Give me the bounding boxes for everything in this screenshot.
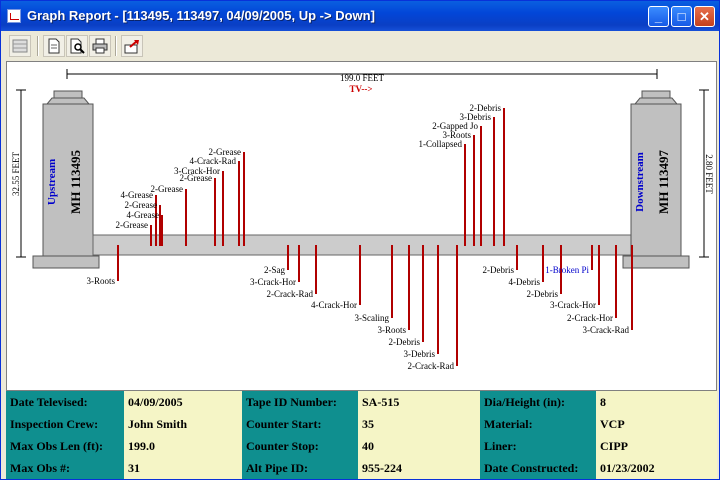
observation-label: 3-Roots xyxy=(86,276,115,286)
toolbar-separator xyxy=(37,36,39,56)
observation-label: 2-Grease xyxy=(151,184,183,194)
upstream-word: Upstream xyxy=(46,159,58,205)
observation-label: 4-Crack-Hor xyxy=(311,300,357,310)
info-label: Counter Stop: xyxy=(242,435,358,457)
info-value: 04/09/2005 xyxy=(124,391,242,413)
observation-label: 2-Crack-Rad xyxy=(267,289,314,299)
observation-label: 2-Debris xyxy=(389,337,421,347)
info-label: Counter Start: xyxy=(242,413,358,435)
observation-label: 1-Collapsed xyxy=(419,139,463,149)
toolbar xyxy=(5,32,717,60)
upstream-depth-label: 32.55 FEET xyxy=(11,151,21,196)
observation-label: 2-Debris xyxy=(527,289,559,299)
print-preview-icon xyxy=(70,38,85,54)
observation-label: 2-Debris xyxy=(470,103,502,113)
downstream-manhole xyxy=(622,90,690,269)
info-value: 8 xyxy=(596,391,717,413)
observation-label: 2-Grease xyxy=(209,147,241,157)
export-icon xyxy=(124,40,139,54)
pipe-graph: 199.0 FEET TV--> 32.55 FEET 2.80 FEET Up… xyxy=(11,69,714,371)
info-value: CIPP xyxy=(596,435,717,457)
observation-label: 1-Broken Pi xyxy=(545,265,589,275)
app-icon xyxy=(7,9,21,23)
toolbar-separator xyxy=(115,36,117,56)
title-bar[interactable]: Graph Report - [113495, 113497, 04/09/20… xyxy=(1,1,719,31)
page-icon xyxy=(48,38,60,54)
observation-label: 2-Gapped Jo xyxy=(432,121,478,131)
upstream-manhole-id: MH 113495 xyxy=(68,150,83,214)
observation-label: 3-Roots xyxy=(442,130,471,140)
print-preview-button[interactable] xyxy=(66,35,88,57)
upstream-manhole xyxy=(32,90,100,269)
observation-label: 3-Scaling xyxy=(355,313,390,323)
observation-label: 2-Crack-Hor xyxy=(567,313,613,323)
printer-icon xyxy=(92,38,108,54)
close-button[interactable]: ✕ xyxy=(694,6,715,27)
maximize-button[interactable]: □ xyxy=(671,6,692,27)
observation-label: 2-Debris xyxy=(483,265,515,275)
observation-label: 2-Crack-Rad xyxy=(408,361,455,371)
info-label: Dia/Height (in): xyxy=(480,391,596,413)
info-label: Alt Pipe ID: xyxy=(242,457,358,479)
export-button[interactable] xyxy=(121,35,143,57)
info-value: 01/23/2002 xyxy=(596,457,717,479)
window-title: Graph Report - [113495, 113497, 04/09/20… xyxy=(27,8,375,23)
info-label: Date Constructed: xyxy=(480,457,596,479)
downstream-manhole-id: MH 113497 xyxy=(656,150,671,214)
observation-markers: 2-Grease4-Grease2-Grease4-Grease2-Grease… xyxy=(86,103,633,371)
info-value: 35 xyxy=(358,413,480,435)
info-label: Inspection Crew: xyxy=(6,413,124,435)
length-label: 199.0 FEET xyxy=(340,73,385,83)
observation-label: 4-Crack-Rad xyxy=(190,156,237,166)
info-value: John Smith xyxy=(124,413,242,435)
grid-icon xyxy=(12,39,28,53)
observation-label: 3-Crack-Hor xyxy=(174,166,220,176)
observation-label: 2-Grease xyxy=(116,220,148,230)
info-value: VCP xyxy=(596,413,717,435)
observation-label: 4-Debris xyxy=(509,277,541,287)
info-value: 40 xyxy=(358,435,480,457)
grid-button[interactable] xyxy=(9,35,31,57)
maximize-icon: □ xyxy=(677,9,686,24)
pipe-segment xyxy=(92,234,632,256)
inspection-info-panel: Date Televised: 04/09/2005 Tape ID Number:… xyxy=(6,391,717,479)
info-value: SA-515 xyxy=(358,391,480,413)
close-icon: ✕ xyxy=(699,9,710,24)
observation-label: 2-Grease xyxy=(125,200,157,210)
graph-canvas: 199.0 FEET TV--> 32.55 FEET 2.80 FEET Up… xyxy=(6,61,717,391)
observation-label: 3-Debris xyxy=(404,349,436,359)
minimize-button[interactable]: _ xyxy=(648,6,669,27)
info-label: Max Obs Len (ft): xyxy=(6,435,124,457)
info-label: Tape ID Number: xyxy=(242,391,358,413)
info-value: 199.0 xyxy=(124,435,242,457)
observation-label: 3-Crack-Hor xyxy=(550,300,596,310)
observation-label: 4-Grease xyxy=(127,210,159,220)
tv-direction-label: TV--> xyxy=(350,84,373,94)
observation-label: 2-Grease xyxy=(180,173,212,183)
info-label: Liner: xyxy=(480,435,596,457)
observation-label: 3-Crack-Rad xyxy=(583,325,630,335)
info-value: 31 xyxy=(124,457,242,479)
observation-label: 2-Sag xyxy=(264,265,285,275)
info-value: 955-224 xyxy=(358,457,480,479)
info-label: Material: xyxy=(480,413,596,435)
page-button[interactable] xyxy=(43,35,65,57)
print-button[interactable] xyxy=(89,35,111,57)
observation-label: 3-Crack-Hor xyxy=(250,277,296,287)
info-label: Max Obs #: xyxy=(6,457,124,479)
minimize-icon: _ xyxy=(654,9,663,24)
info-label: Date Televised: xyxy=(6,391,124,413)
observation-label: 3-Roots xyxy=(377,325,406,335)
downstream-word: Downstream xyxy=(634,152,646,212)
downstream-depth-label: 2.80 FEET xyxy=(704,154,714,194)
observation-label: 3-Debris xyxy=(460,112,492,122)
observation-label: 4-Grease xyxy=(121,190,153,200)
